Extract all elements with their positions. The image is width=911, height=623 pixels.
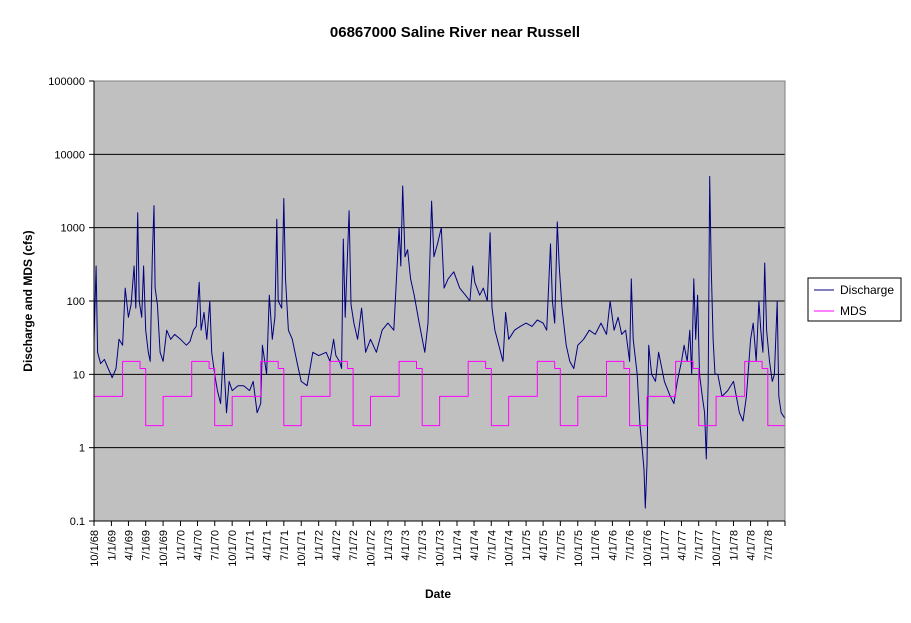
x-tick-label: 4/1/78 [746,530,758,561]
x-tick-label: 1/1/72 [314,530,326,561]
y-tick-label: 10 [73,369,85,381]
x-tick-label: 1/1/73 [383,530,395,561]
x-tick-label: 10/1/70 [227,530,239,567]
x-tick-label: 10/1/77 [711,530,723,567]
x-tick-label: 7/1/70 [210,530,222,561]
x-tick-label: 10/1/69 [158,530,170,567]
x-tick-label: 4/1/75 [538,530,550,561]
x-tick-label: 4/1/76 [607,530,619,561]
gridlines [94,153,785,449]
x-tick-label: 1/1/69 [106,530,118,561]
x-tick-label: 4/1/73 [400,530,412,561]
y-tick-label: 10000 [54,149,85,161]
y-tick-label: 100 [67,296,85,308]
x-tick-label: 4/1/77 [676,530,688,561]
x-tick-label: 10/1/74 [504,530,516,567]
x-tick-label: 1/1/74 [452,530,464,561]
legend-label-mds: MDS [840,304,867,318]
x-tick-label: 7/1/71 [279,530,291,561]
x-tick-label: 10/1/71 [296,530,308,567]
x-tick-label: 7/1/74 [486,530,498,561]
series-layer [93,175,786,509]
x-tick-label: 4/1/74 [469,530,481,561]
x-tick-label: 7/1/77 [694,530,706,561]
x-tick-label: 1/1/70 [175,530,187,561]
x-tick-label: 7/1/73 [417,530,429,561]
x-tick-label: 7/1/72 [348,530,360,561]
y-tick-label: 1000 [61,223,85,235]
x-tick-label: 1/1/75 [521,530,533,561]
series-line-discharge [93,175,786,509]
y-tick-label: 100000 [48,76,85,88]
x-tick-label: 10/1/68 [89,530,101,567]
x-tick-label: 1/1/78 [729,530,741,561]
x-tick-label: 7/1/75 [555,530,567,561]
legend-box [807,277,902,322]
x-tick-label: 4/1/72 [331,530,343,561]
y-tick-label: 0.1 [70,516,85,528]
x-tick-label: 1/1/76 [590,530,602,561]
x-tick-label: 7/1/78 [763,530,775,561]
x-tick-label: 4/1/71 [262,530,274,561]
series-line-mds [94,360,785,427]
y-axis: 0.1 1 10 100 1000 10000 100000 [48,76,95,528]
x-tick-label: 10/1/73 [435,530,447,567]
legend-label-discharge: Discharge [840,283,894,297]
chart-title: 06867000 Saline River near Russell [330,24,580,41]
y-axis-label: Discharge and MDS (cfs) [21,230,35,371]
x-tick-label: 4/1/70 [193,530,205,561]
x-tick-label: 10/1/72 [366,530,378,567]
x-tick-label: 7/1/69 [141,530,153,561]
x-tick-label: 4/1/69 [123,530,135,561]
legend: Discharge MDS [807,277,902,322]
x-tick-label: 7/1/76 [625,530,637,561]
y-tick-label: 1 [79,443,85,455]
x-tick-label: 1/1/71 [245,530,257,561]
x-axis-label: Date [425,587,451,601]
x-tick-label: 10/1/75 [573,530,585,567]
x-tick-label: 1/1/77 [659,530,671,561]
x-tick-label: 10/1/76 [642,530,654,567]
x-axis: 10/1/68 1/1/69 4/1/69 7/1/69 10/1/69 1/1/70 4/… [89,520,786,567]
